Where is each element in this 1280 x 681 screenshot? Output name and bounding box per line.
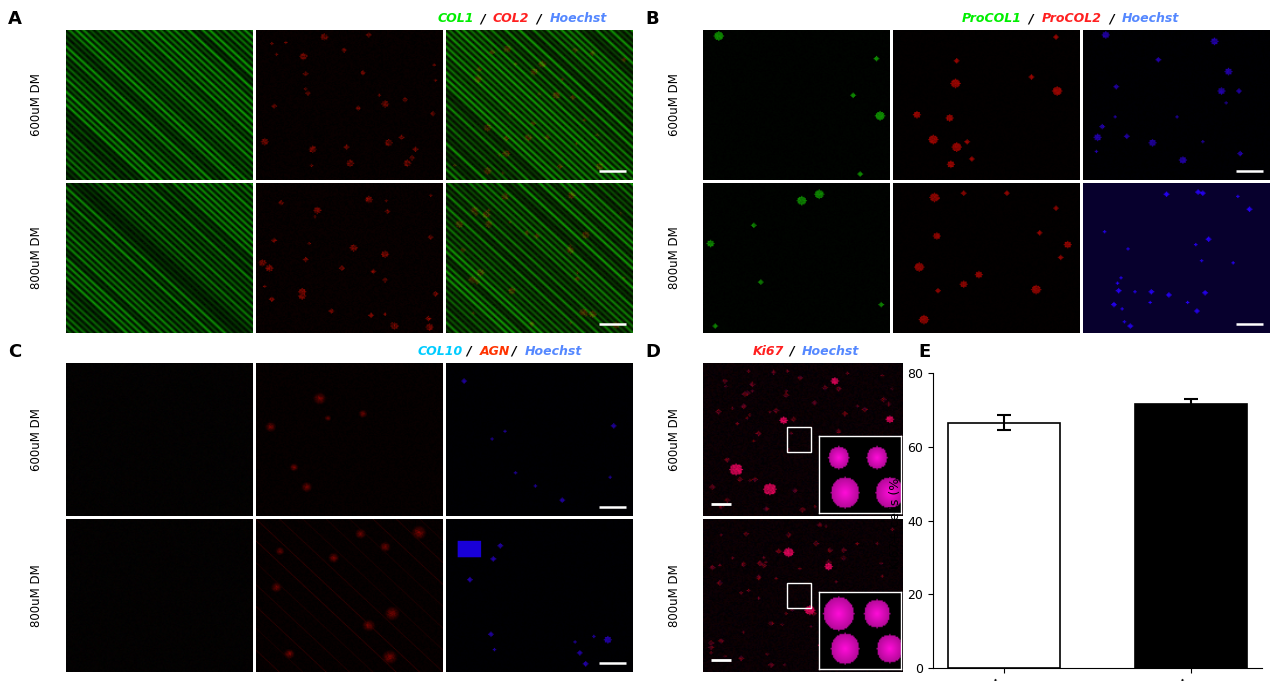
Bar (787, 583, 812, 607)
Text: 800uM DM: 800uM DM (31, 564, 44, 627)
Text: /: / (512, 345, 516, 358)
Bar (787, 427, 812, 452)
Text: ProCOL2: ProCOL2 (1042, 12, 1101, 25)
Text: /: / (788, 345, 794, 358)
Text: /: / (467, 345, 471, 358)
Text: 600uM DM: 600uM DM (31, 408, 44, 471)
Text: AGN: AGN (480, 345, 509, 358)
Text: 600uM DM: 600uM DM (667, 74, 681, 136)
Text: /: / (480, 12, 485, 25)
Text: COL10: COL10 (419, 345, 463, 358)
Text: 600uM DM: 600uM DM (31, 74, 44, 136)
Bar (1135, 405, 1247, 668)
Text: 800uM DM: 800uM DM (667, 564, 681, 627)
Text: Ki67: Ki67 (753, 345, 785, 358)
Text: Hoechst: Hoechst (525, 345, 581, 358)
Text: Hoechst: Hoechst (801, 345, 859, 358)
Text: B: B (645, 10, 659, 28)
Text: 800uM DM: 800uM DM (31, 227, 44, 289)
Text: C: C (8, 343, 22, 361)
Text: ProCOL1: ProCOL1 (963, 12, 1021, 25)
Text: E: E (918, 343, 931, 361)
Text: 600uM DM: 600uM DM (667, 408, 681, 471)
Text: COL1: COL1 (438, 12, 475, 25)
Text: /: / (1029, 12, 1033, 25)
Text: D: D (645, 343, 660, 361)
Text: A: A (8, 10, 22, 28)
Text: 800uM DM: 800uM DM (667, 227, 681, 289)
Text: COL2: COL2 (493, 12, 530, 25)
Text: /: / (536, 12, 541, 25)
Text: Hoechst: Hoechst (549, 12, 607, 25)
Text: /: / (1110, 12, 1114, 25)
Y-axis label: Ki67+ cells (%): Ki67+ cells (%) (888, 473, 901, 569)
Bar (948, 423, 1060, 668)
Text: Hoechst: Hoechst (1123, 12, 1179, 25)
